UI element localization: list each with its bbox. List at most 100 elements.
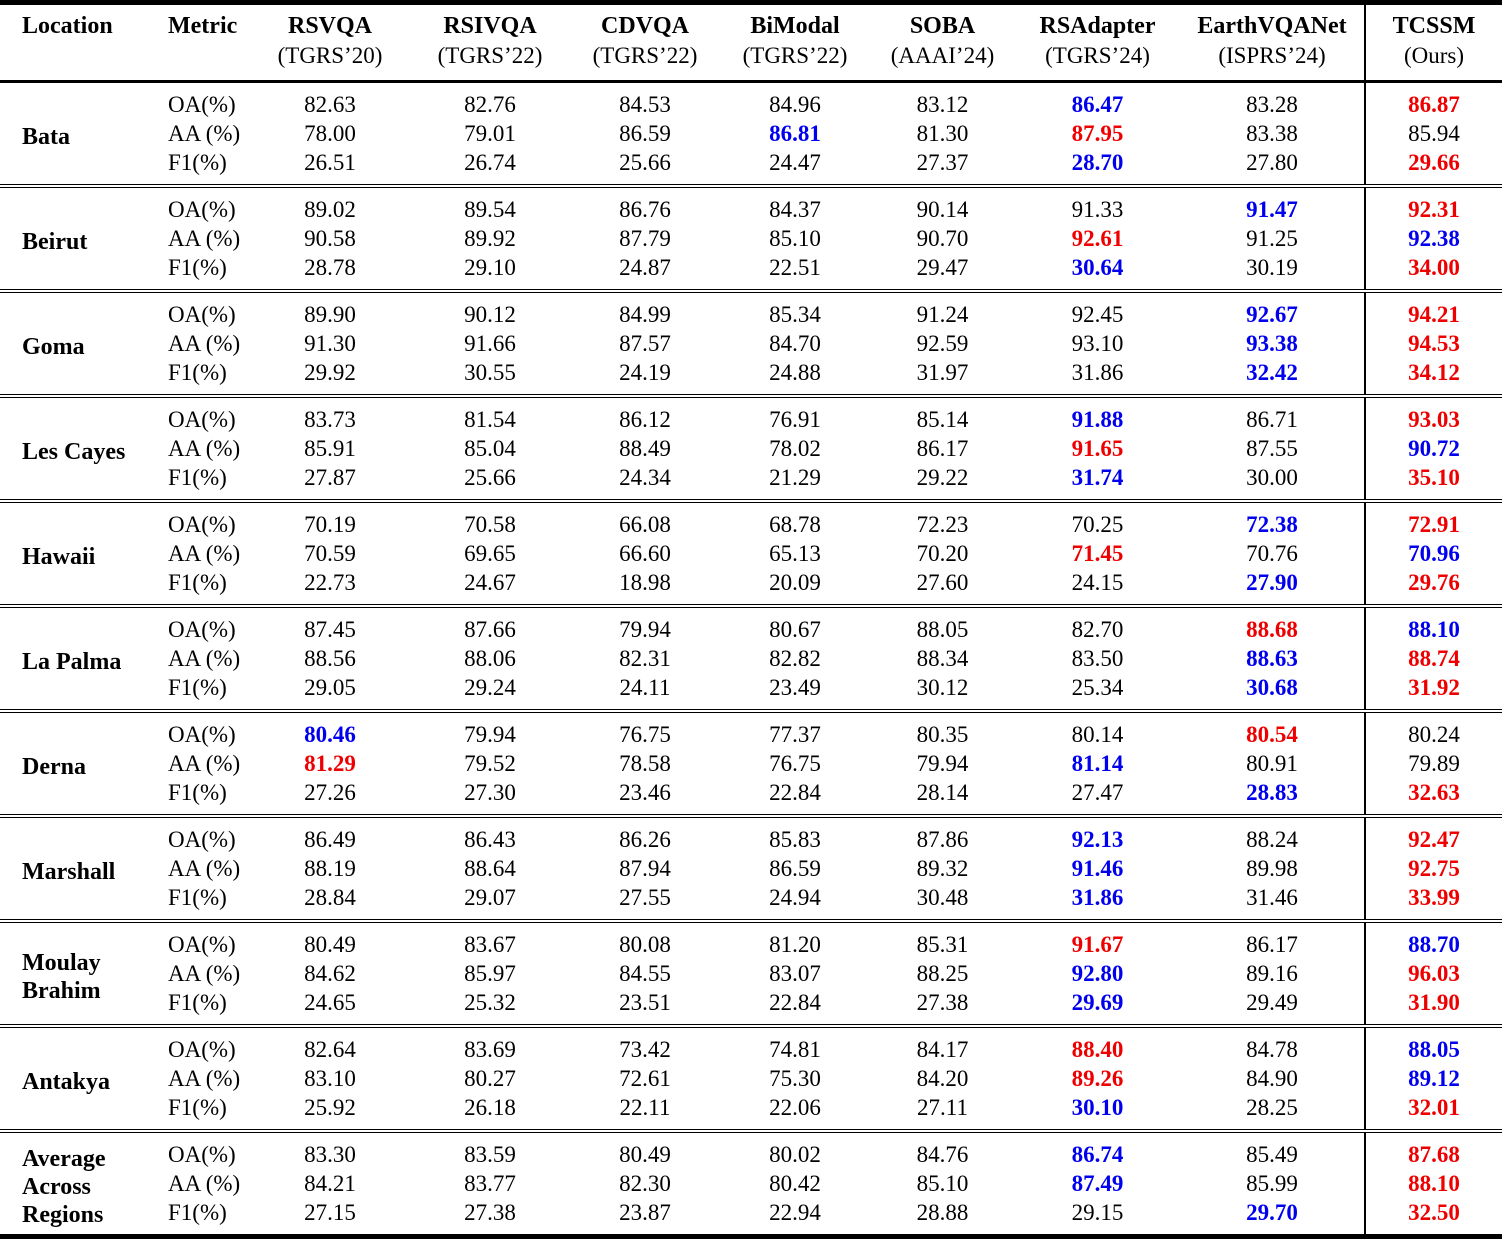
value-cell: 30.55 <box>464 360 516 385</box>
column-venue: (TGRS’22) <box>742 43 848 68</box>
metric-cell: AA (%) <box>168 541 241 566</box>
value-cell: 79.52 <box>464 751 516 776</box>
value-cell: 83.77 <box>464 1171 516 1196</box>
table-row: F1(%) 24.65 25.32 23.51 22.84 27.38 29.69 29.49… <box>0 988 1502 1026</box>
value-cell: 85.31 <box>870 919 1015 959</box>
value-cell: 70.20 <box>916 541 969 566</box>
value-cell: 86.49 <box>250 814 410 854</box>
column-title: EarthVQANet <box>1197 13 1347 39</box>
value-cell: 27.60 <box>916 570 969 595</box>
value-cell: 25.34 <box>1071 675 1124 700</box>
value-cell: 93.10 <box>1071 331 1124 356</box>
value-cell: 70.19 <box>250 499 410 539</box>
value-cell: 91.66 <box>464 331 516 356</box>
table-row: Average Across Regions OA(%) 83.30 83.59 80.… <box>0 1129 1502 1237</box>
value-cell: 24.65 <box>304 990 356 1015</box>
value-cell: 27.90 <box>1246 570 1298 595</box>
table-row: F1(%) 29.92 30.55 24.19 24.88 31.97 31.86 32.42… <box>0 358 1502 396</box>
value-cell: 70.25 <box>1015 499 1180 539</box>
value-cell: 94.21 <box>1364 289 1502 329</box>
value-cell: 34.00 <box>1364 253 1502 291</box>
metric-cell: F1(%) <box>168 990 227 1015</box>
value-cell: 32.50 <box>1364 1198 1502 1237</box>
value-cell: 83.67 <box>410 919 570 959</box>
value-cell: 28.83 <box>1246 780 1298 805</box>
value-cell: 81.30 <box>916 121 969 146</box>
value-cell: 88.05 <box>1364 1024 1502 1064</box>
value-cell: 88.64 <box>464 856 516 881</box>
value-cell: 92.38 <box>1364 224 1502 253</box>
value-cell: 29.92 <box>304 360 356 385</box>
table-row: F1(%) 28.78 29.10 24.87 22.51 29.47 30.64 30.19… <box>0 253 1502 291</box>
table-body: Bata OA(%) 82.63 82.76 84.53 84.96 83.12 86.47 8… <box>0 81 1502 1237</box>
value-cell: 78.00 <box>304 121 356 146</box>
column-title: RSAdapter <box>1039 13 1156 39</box>
value-cell: 91.46 <box>1071 856 1124 881</box>
column-title: Location <box>22 13 113 39</box>
value-cell: 84.78 <box>1180 1024 1365 1064</box>
metric-cell: OA(%) <box>140 814 250 854</box>
metric-cell: OA(%) <box>140 1129 250 1169</box>
value-cell: 87.68 <box>1364 1129 1502 1169</box>
value-cell: 27.26 <box>304 780 356 805</box>
value-cell: 92.45 <box>1015 289 1180 329</box>
value-cell: 28.25 <box>1246 1095 1298 1120</box>
value-cell: 80.54 <box>1180 709 1365 749</box>
value-cell: 34.12 <box>1364 358 1502 396</box>
column-title: RSIVQA <box>443 13 537 39</box>
metric-cell: AA (%) <box>168 751 241 776</box>
location-cell: Derna <box>0 709 140 816</box>
column-venue: (Ours) <box>1403 43 1465 68</box>
value-cell: 80.67 <box>720 604 870 644</box>
value-cell: 85.83 <box>720 814 870 854</box>
table-row: F1(%) 27.87 25.66 24.34 21.29 29.22 31.74 30.00… <box>0 463 1502 501</box>
value-cell: 91.24 <box>870 289 1015 329</box>
column-title: BiModal <box>750 13 840 39</box>
value-cell: 88.68 <box>1180 604 1365 644</box>
table-header: Location Metric RSVQA (TGRS’20) RSIVQA (… <box>0 0 1502 83</box>
value-cell: 91.33 <box>1015 184 1180 224</box>
col-header-bimodal: BiModal (TGRS’22) <box>720 0 870 83</box>
value-cell: 87.79 <box>619 226 671 251</box>
metric-cell: OA(%) <box>168 92 236 117</box>
value-cell: 94.53 <box>1364 329 1502 358</box>
value-cell: 81.14 <box>1071 751 1124 776</box>
value-cell: 85.49 <box>1180 1129 1365 1169</box>
metric-cell: OA(%) <box>140 1024 250 1064</box>
table-row: Beirut OA(%) 89.02 89.54 86.76 84.37 90.14 91.3… <box>0 184 1502 291</box>
location-cell: Hawaii <box>0 499 140 606</box>
value-cell: 83.59 <box>410 1129 570 1169</box>
column-venue: (AAAI’24) <box>890 43 995 68</box>
value-cell: 85.10 <box>916 1171 969 1196</box>
metric-cell: F1(%) <box>168 1095 227 1120</box>
metric-cell: OA(%) <box>140 499 250 539</box>
value-cell: 22.06 <box>769 1095 821 1120</box>
value-cell: 22.84 <box>769 990 821 1015</box>
value-cell: 80.46 <box>250 709 410 749</box>
value-cell: 88.74 <box>1364 644 1502 673</box>
metric-cell: AA (%) <box>168 121 241 146</box>
metric-cell: AA (%) <box>168 1171 241 1196</box>
value-cell: 86.17 <box>916 436 969 461</box>
value-cell: 90.70 <box>916 226 969 251</box>
col-header-location: Location <box>0 0 140 83</box>
column-title: TCSSM <box>1392 13 1476 39</box>
metric-cell: AA (%) <box>168 1066 241 1091</box>
value-cell: 29.76 <box>1364 568 1502 606</box>
table-row: F1(%) 27.26 27.30 23.46 22.84 28.14 27.47 28.83… <box>0 778 1502 816</box>
column-title: SOBA <box>909 13 976 39</box>
value-cell: 79.94 <box>570 604 720 644</box>
metric-cell: F1(%) <box>168 885 227 910</box>
value-cell: 24.47 <box>769 150 821 175</box>
value-cell: 87.49 <box>1071 1171 1124 1196</box>
value-cell: 71.45 <box>1071 541 1124 566</box>
location-cell: La Palma <box>0 604 140 711</box>
value-cell: 88.19 <box>304 856 356 881</box>
column-venue: (TGRS’20) <box>277 43 383 68</box>
value-cell: 24.94 <box>769 885 821 910</box>
value-cell: 85.94 <box>1364 119 1502 148</box>
value-cell: 66.60 <box>619 541 671 566</box>
value-cell: 82.64 <box>250 1024 410 1064</box>
location-cell: Marshall <box>0 814 140 921</box>
